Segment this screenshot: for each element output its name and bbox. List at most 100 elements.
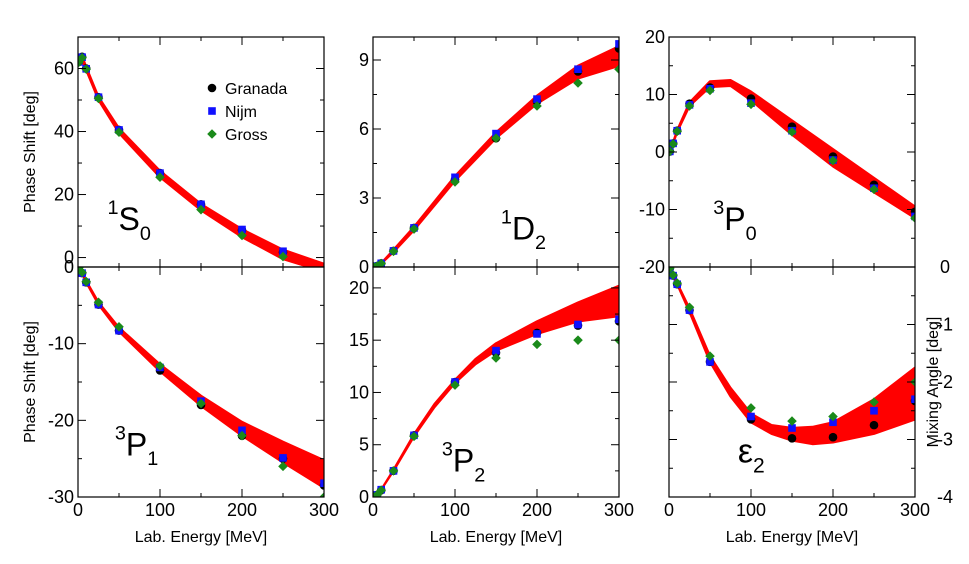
y-tick-label: 0 [64,248,74,268]
nijm-point [615,315,619,324]
label-sub: 0 [140,223,151,245]
y-tick-label: 20 [54,185,74,205]
legend-label: Nijm [225,104,257,121]
panel-frame [668,266,916,498]
gross-point [237,230,247,241]
legend-item-gross: Gross [207,127,268,144]
gross-point [869,184,879,195]
nijm-point [574,320,582,329]
x-axis-label: Lab. Energy [MeV] [135,529,268,546]
nijm-point [615,40,619,48]
gross-point [78,52,87,63]
gross-point [81,64,91,74]
nijm-point [870,406,878,415]
x-tick-label: 300 [604,500,634,520]
panel-frame [668,36,916,268]
nijm-point [279,247,287,256]
y-axis-label: Mixing Angle [deg] [925,317,942,448]
granada-point [869,420,879,430]
gross-point [491,133,501,143]
y-tick-label: 0 [359,487,369,507]
gross-point [614,64,619,74]
panel-label: 1D2 [501,206,546,254]
gross-point [114,322,124,332]
label-sup: 1 [108,197,119,219]
nijm-point [533,95,541,103]
gross-point [93,93,104,104]
panel-label: 3P1 [115,423,158,471]
nijm-point [788,424,796,432]
gross-point [196,204,206,215]
gross-point [450,177,460,187]
gross-point [573,335,583,345]
x-axis-label: Lab. Energy [MeV] [726,529,859,546]
plot-area [669,267,915,446]
nijm-point [533,330,541,338]
label-sup: 3 [713,197,724,219]
y-tick-label: -20 [48,410,74,430]
nijm-point [574,65,582,73]
y-tick-label: 0 [940,257,950,277]
y-axis-label: Phase Shift [deg] [22,321,39,443]
legend-marker [207,129,217,139]
gross-point [278,251,288,262]
gross-point [828,411,838,422]
y-tick-label: 20 [645,27,665,47]
panel-label: ε2 [738,433,765,478]
y-tick-label: 20 [349,278,369,298]
x-tick-label: 0 [73,500,83,520]
y-tick-label: -2 [937,372,953,392]
panel-3P1: -30 -20 -10 0 0 100 200 300 Lab. Energy [MeV] Pha… [22,257,339,546]
y-tick-label: 10 [349,382,369,402]
gross-point [491,353,501,363]
y-tick-label: -3 [937,430,953,450]
gross-point [155,361,165,371]
x-tick-label: 300 [900,500,930,520]
x-tick-label: 100 [145,500,175,520]
nijm-point [279,454,287,462]
gross-point [672,278,682,288]
legend: Granada Nijm Gross [207,81,287,144]
y-tick-label: -1 [937,315,953,335]
label-main: P [453,443,474,479]
y-tick-label: 10 [645,85,665,105]
nijm-point [706,358,714,366]
label-sub: 0 [746,223,757,245]
y-tick-label: -10 [639,200,665,220]
nijm-point [238,225,246,234]
x-axis-label: Lab. Energy [MeV] [430,529,563,546]
y-tick-label: 60 [54,59,74,79]
nijm-point [747,412,755,421]
y-tick-label: -10 [48,334,74,354]
x-tick-label: 200 [818,500,848,520]
gross-point [532,101,542,111]
x-tick-label: 200 [227,500,257,520]
gross-point [746,99,756,110]
y-tick-label: 0 [359,257,369,277]
y-tick-label: 3 [359,188,369,208]
gross-point [376,485,386,496]
label-sub: 1 [147,448,158,470]
gross-point [196,398,206,409]
label-sub: 2 [474,464,485,486]
panel-1D2: 0 3 6 9 1D2 [359,36,620,277]
gross-point [319,492,324,497]
uncertainty-band [669,79,915,220]
y-tick-label: 9 [359,50,369,70]
gross-point [669,267,675,273]
y-axis-label: Phase Shift [deg] [22,91,39,213]
y-tick-label: -30 [48,487,74,507]
granada-point [787,434,797,443]
uncertainty-band [78,54,324,267]
nijm-point [829,418,837,427]
gross-point [828,155,838,166]
label-sub: 2 [753,455,765,478]
gross-point [388,246,399,257]
gross-point [910,213,915,223]
label-main: P [724,201,745,237]
gross-point [93,297,104,308]
x-tick-label: 0 [368,500,378,520]
